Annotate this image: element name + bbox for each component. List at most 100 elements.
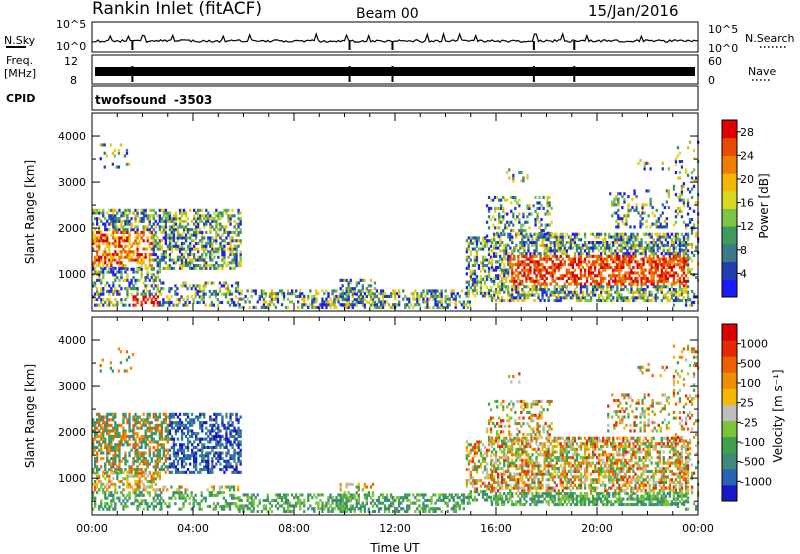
scatter-cell bbox=[154, 219, 157, 223]
scatter-cell bbox=[136, 233, 139, 237]
scatter-cell bbox=[168, 225, 172, 229]
scatter-cell bbox=[646, 296, 649, 300]
scatter-cell bbox=[120, 423, 123, 427]
scatter-cell bbox=[623, 197, 626, 201]
scatter-cell bbox=[521, 246, 524, 250]
scatter-cell bbox=[539, 268, 542, 272]
scatter-cell bbox=[672, 299, 675, 303]
scatter-cell bbox=[172, 244, 176, 248]
scatter-cell bbox=[475, 236, 479, 240]
date-label: 15/Jan/2016 bbox=[588, 2, 679, 20]
scatter-cell bbox=[168, 217, 172, 221]
scatter-cell bbox=[547, 257, 550, 261]
scatter-cell bbox=[268, 303, 272, 307]
scatter-cell bbox=[201, 454, 204, 458]
scatter-cell bbox=[116, 465, 119, 469]
scatter-cell bbox=[507, 285, 510, 289]
scatter-cell bbox=[112, 437, 115, 441]
scatter-cell bbox=[571, 265, 574, 269]
scatter-cell bbox=[136, 292, 139, 296]
scatter-cell bbox=[485, 277, 489, 281]
scatter-cell bbox=[509, 246, 512, 250]
scatter-cell bbox=[466, 300, 469, 304]
scatter-cell bbox=[533, 249, 536, 253]
scatter-cell bbox=[645, 161, 648, 165]
scatter-cell bbox=[664, 274, 667, 278]
scatter-cell bbox=[539, 252, 542, 256]
scatter-cell bbox=[657, 217, 660, 221]
scatter-cell bbox=[184, 236, 188, 240]
scatter-cell bbox=[507, 293, 510, 297]
scatter-cell bbox=[126, 250, 129, 254]
scatter-cell bbox=[569, 238, 572, 242]
scatter-cell bbox=[213, 437, 216, 441]
scatter-cell bbox=[567, 268, 570, 272]
scatter-cell bbox=[509, 235, 512, 239]
scatter-cell bbox=[471, 247, 475, 251]
scatter-cell bbox=[501, 241, 504, 245]
noise-panel: N.Sky 10^5 10^0 10^5 10^0 N.Search bbox=[4, 18, 795, 55]
scatter-cell bbox=[120, 253, 123, 257]
scatter-cell bbox=[467, 247, 470, 251]
scatter-cell bbox=[189, 457, 192, 461]
scatter-cell bbox=[493, 235, 496, 239]
scatter-cell bbox=[254, 292, 257, 296]
scatter-cell bbox=[180, 255, 184, 259]
scatter-cell bbox=[130, 225, 133, 229]
scatter-cell bbox=[493, 252, 496, 256]
scatter-cell bbox=[229, 462, 232, 466]
scatter-cell bbox=[660, 241, 663, 245]
scatter-cell bbox=[485, 291, 489, 295]
scatter-cell bbox=[660, 268, 663, 272]
scatter-cell bbox=[152, 244, 155, 248]
scatter-cell bbox=[94, 292, 97, 296]
scatter-cell bbox=[524, 229, 527, 233]
scatter-cell bbox=[218, 289, 222, 293]
scatter-cell bbox=[140, 253, 143, 257]
scatter-cell bbox=[106, 451, 109, 455]
scatter-cell bbox=[168, 432, 172, 436]
scatter-cell bbox=[295, 289, 298, 293]
scatter-cell bbox=[215, 225, 218, 229]
scatter-cell bbox=[96, 477, 99, 481]
scatter-cell bbox=[150, 440, 153, 444]
scatter-cell bbox=[606, 290, 609, 294]
scatter-cell bbox=[487, 250, 491, 254]
scatter-cell bbox=[172, 236, 176, 240]
scatter-cell bbox=[498, 206, 501, 210]
scatter-cell bbox=[628, 241, 631, 245]
scatter-cell bbox=[178, 412, 182, 416]
scatter-cell bbox=[112, 507, 115, 511]
scatter-cell bbox=[239, 228, 242, 232]
scatter-cell bbox=[479, 247, 483, 251]
scatter-cell bbox=[130, 468, 133, 472]
scatter-cell bbox=[341, 289, 344, 293]
scatter-cell bbox=[140, 451, 143, 455]
scatter-cell bbox=[108, 423, 111, 427]
scatter-cell bbox=[515, 279, 518, 283]
scatter-cell bbox=[600, 288, 603, 292]
scatter-cell bbox=[116, 454, 119, 458]
scatter-cell bbox=[490, 296, 494, 300]
scatter-cell bbox=[205, 241, 208, 245]
scatter-cell bbox=[369, 298, 373, 302]
scatter-cell bbox=[126, 499, 129, 503]
scatter-cell bbox=[201, 421, 204, 425]
scatter-cell bbox=[428, 289, 431, 293]
scatter-cell bbox=[616, 268, 619, 272]
scatter-cell bbox=[154, 239, 157, 243]
scatter-cell bbox=[498, 198, 501, 202]
scatter-cell bbox=[235, 247, 238, 251]
scatter-cell bbox=[195, 211, 198, 215]
scatter-cell bbox=[176, 415, 180, 419]
scatter-cell bbox=[297, 294, 300, 298]
scatter-cell bbox=[221, 418, 224, 422]
scatter-cell bbox=[477, 280, 481, 284]
scatter-cell bbox=[670, 243, 673, 247]
scatter-cell bbox=[207, 465, 210, 469]
scatter-cell bbox=[381, 305, 385, 309]
scatter-cell bbox=[369, 303, 373, 307]
scatter-cell bbox=[152, 228, 155, 232]
scatter-cell bbox=[100, 418, 103, 422]
scatter-cell bbox=[196, 289, 199, 293]
